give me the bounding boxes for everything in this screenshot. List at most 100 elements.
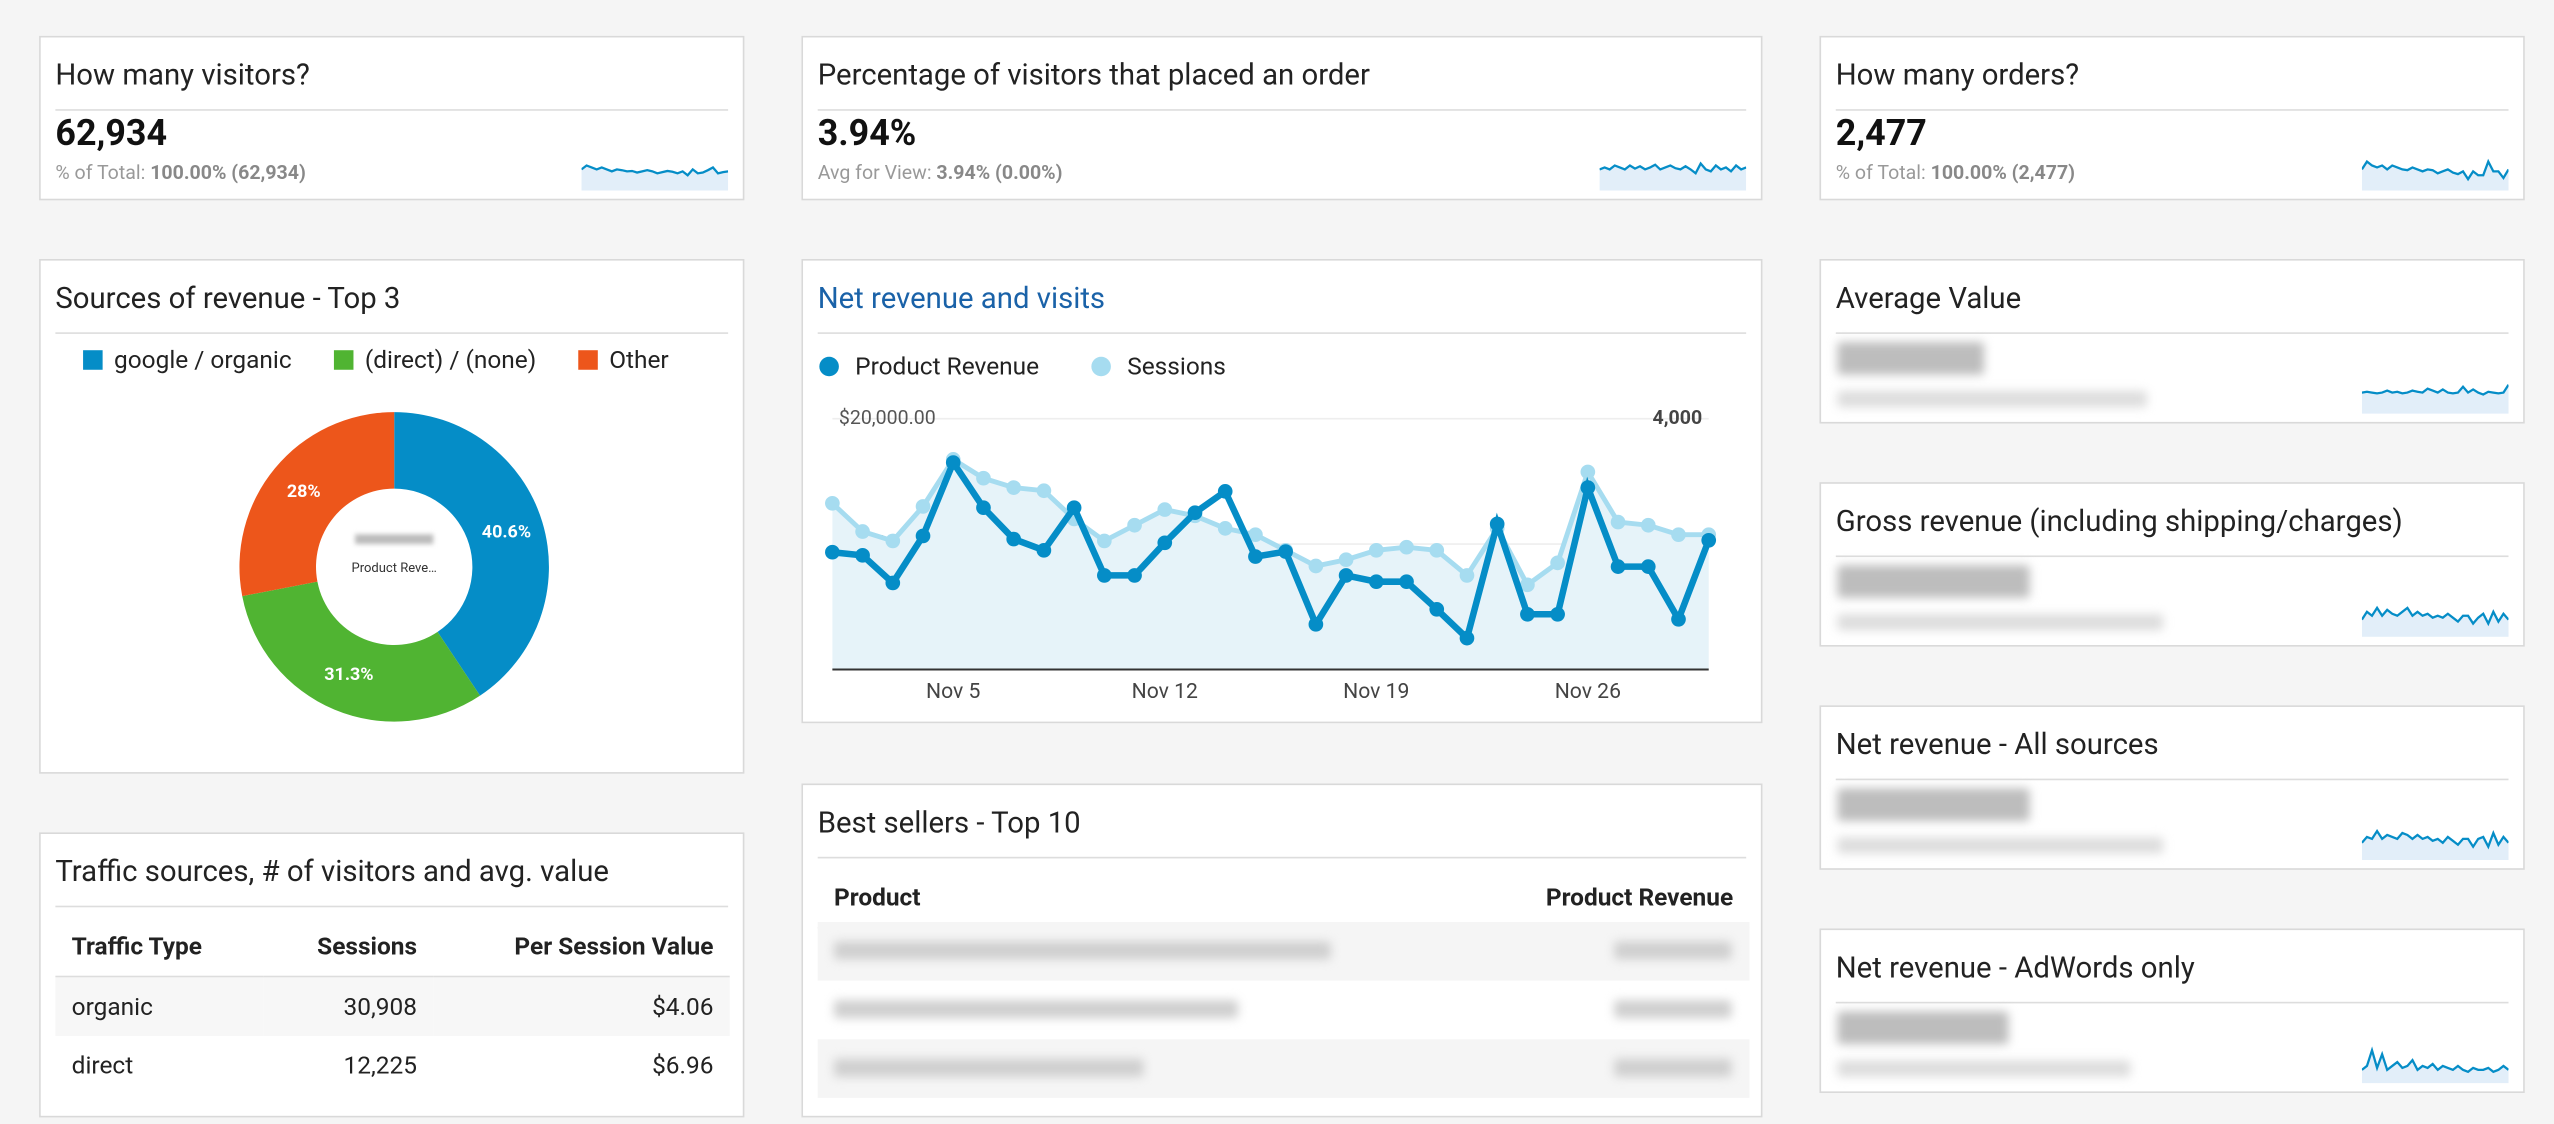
series-point <box>1459 568 1475 583</box>
legend-swatch <box>578 350 598 370</box>
kpi-note: Avg for View: 3.94% (0.00%) <box>818 161 1063 184</box>
note-label: Avg for View: <box>817 161 932 185</box>
traffic-table: Traffic Type Sessions Per Session Value … <box>55 917 730 1095</box>
blurred-value <box>1837 788 2030 821</box>
sparkline-area <box>1599 163 1747 191</box>
sparkline <box>2361 605 2509 637</box>
sparkline <box>1599 161 1747 191</box>
series-point <box>885 575 901 591</box>
legend-item: Sessions <box>1091 352 1226 381</box>
blurred-text <box>833 1000 1238 1019</box>
pie-slice <box>239 412 395 597</box>
series-point <box>1671 611 1686 627</box>
cell: 12,225 <box>343 1050 417 1080</box>
series-point <box>825 544 840 560</box>
legend-label: Product Revenue <box>855 351 1040 382</box>
series-point <box>1610 514 1626 530</box>
series-point <box>1580 480 1596 495</box>
series-point <box>1640 517 1656 533</box>
series-point <box>1429 601 1445 617</box>
card-title: Sources of revenue - Top 3 <box>55 281 401 317</box>
sparkline-line <box>2361 384 2509 396</box>
series-point <box>825 495 840 511</box>
series-point <box>1066 500 1082 516</box>
sparkline <box>2361 384 2509 414</box>
series-point <box>1187 505 1203 521</box>
sparkline-area <box>2361 384 2509 414</box>
series-point <box>915 499 931 514</box>
series-point <box>1308 616 1324 632</box>
series-point <box>1399 539 1414 555</box>
card-title: Best sellers - Top 10 <box>817 806 1081 841</box>
legend-label: Other <box>609 345 669 375</box>
blurred-value <box>1837 342 1985 375</box>
kpi-card: How many visitors? 62,934 % of Total: 10… <box>39 35 745 201</box>
cell: direct <box>71 1050 134 1080</box>
legend-item: (direct) / (none) <box>333 345 536 375</box>
series-point <box>1278 544 1293 559</box>
sparkline-area <box>2361 1050 2509 1084</box>
sparkline-line <box>581 164 729 177</box>
sparkline-line <box>2361 158 2509 182</box>
kpi-value: 2,477 <box>1835 114 1927 155</box>
series-point <box>1368 542 1384 558</box>
series-point <box>945 455 961 470</box>
series-point <box>1701 532 1717 548</box>
series-point <box>1006 480 1022 495</box>
sparkline <box>2361 828 2509 861</box>
card-title: How many orders? <box>1835 58 2080 93</box>
kpi-note: % of Total: 100.00% (2,477) <box>1836 161 2075 184</box>
kpi-value: 3.94% <box>817 114 917 155</box>
legend-label: google / organic <box>114 345 292 375</box>
table-card: Best sellers - Top 10 Product Product Re… <box>801 783 1763 1118</box>
blurred-text <box>1614 1058 1732 1077</box>
series-point <box>1489 516 1505 532</box>
series-point <box>1520 606 1535 622</box>
series-point <box>1157 502 1173 517</box>
kpi-card: Net revenue - AdWords only <box>1819 928 2525 1093</box>
card-title: Percentage of visitors that placed an or… <box>817 58 1370 93</box>
blurred-text <box>833 941 1331 960</box>
column-header: Product <box>817 868 1146 929</box>
column-header: Traffic Type <box>55 917 264 978</box>
series-point <box>1217 521 1233 536</box>
kpi-card: Percentage of visitors that placed an or… <box>801 35 1763 201</box>
kpi-value: 62,934 <box>55 114 168 155</box>
cell: $4.06 <box>652 992 714 1022</box>
pie-card: Sources of revenue - Top 3 40.6% 31.3% 28%… <box>39 258 745 774</box>
series-point <box>1520 577 1535 593</box>
series-point <box>1671 527 1686 542</box>
sparkline <box>2361 1046 2509 1084</box>
blurred-note <box>1837 614 2164 631</box>
card-title: Net revenue - All sources <box>1835 728 2159 763</box>
note-value: 100.00% (62,934) <box>150 161 306 185</box>
center-label: Product Reve… <box>351 561 436 576</box>
x-tick-label: Nov 26 <box>1555 679 1621 704</box>
series-point <box>1338 552 1354 568</box>
legend-item: google / organic <box>83 345 292 375</box>
y2-tick-label: 4,000 <box>1653 406 1703 429</box>
cell: $6.96 <box>652 1050 714 1080</box>
sparkline-line <box>2361 1046 2509 1074</box>
series-point <box>976 470 991 486</box>
sparkline-line <box>2361 605 2509 627</box>
sparkline-line <box>2361 828 2509 850</box>
card-title: Average Value <box>1835 281 2022 317</box>
blurred-text <box>1614 941 1732 960</box>
card-title: Traffic sources, # of visitors and avg. … <box>55 855 609 890</box>
legend-swatch <box>333 350 354 370</box>
sparkline <box>2361 158 2509 191</box>
column-header: Product Revenue <box>1145 868 1750 929</box>
series-point <box>915 528 931 544</box>
legend-label: Sessions <box>1127 351 1226 382</box>
card-title: Gross revenue (including shipping/charge… <box>1835 504 2403 540</box>
table-card: Traffic sources, # of visitors and avg. … <box>39 832 745 1118</box>
note-label: % of Total: <box>55 161 146 185</box>
pie-chart: 40.6% 31.3% 28% Product Reve… <box>239 412 549 722</box>
series-point <box>1399 574 1414 590</box>
series-point <box>1308 558 1324 574</box>
column-header: Sessions <box>263 917 434 978</box>
series-point <box>1550 606 1565 622</box>
